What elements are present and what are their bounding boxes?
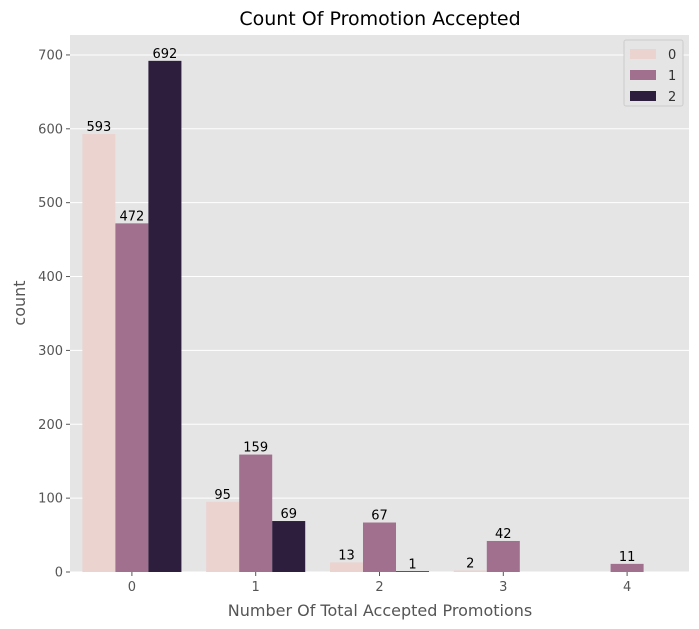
x-tick-label: 0 xyxy=(128,580,136,595)
legend: 0 1 2 xyxy=(623,39,684,107)
bar-value-label: 159 xyxy=(243,441,268,456)
bar-value-label: 13 xyxy=(338,548,355,563)
bar-value-label: 95 xyxy=(214,488,231,503)
x-axis-label: Number Of Total Accepted Promotions xyxy=(228,601,532,620)
bar-series-0-cat-1 xyxy=(206,501,240,572)
y-tick-label: 100 xyxy=(38,492,63,507)
bar-series-1-cat-2 xyxy=(362,522,397,572)
legend-swatch xyxy=(630,70,656,80)
bar-series-1-cat-0 xyxy=(115,223,149,572)
x-tick-label: 3 xyxy=(499,580,507,595)
bars xyxy=(82,60,644,573)
x-tick-label: 2 xyxy=(375,580,383,595)
bar-value-label: 692 xyxy=(152,47,177,62)
bar-series-1-cat-1 xyxy=(239,454,273,572)
bar-series-0-cat-0 xyxy=(82,133,116,572)
bar-series-1-cat-3 xyxy=(486,540,520,572)
y-tick-label: 600 xyxy=(38,122,63,137)
bar-value-label: 2 xyxy=(466,557,474,572)
x-axis-ticks: 0 1 2 3 4 xyxy=(128,572,631,595)
legend-label: 0 xyxy=(668,48,676,63)
legend-label: 1 xyxy=(668,69,676,84)
legend-swatch xyxy=(630,49,656,59)
y-tick-label: 500 xyxy=(38,196,63,211)
bar-series-0-cat-2 xyxy=(329,562,363,572)
x-tick-label: 4 xyxy=(623,580,631,595)
bar-value-label: 11 xyxy=(619,550,636,565)
bar-value-label: 472 xyxy=(119,209,144,224)
bar-value-label: 67 xyxy=(371,509,388,524)
bar-series-2-cat-1 xyxy=(272,521,306,572)
y-axis-label: count xyxy=(10,280,29,325)
bar-series-2-cat-0 xyxy=(148,60,182,573)
y-tick-label: 200 xyxy=(38,418,63,433)
y-tick-label: 300 xyxy=(38,344,63,359)
y-tick-label: 700 xyxy=(38,48,63,63)
bar-value-label: 593 xyxy=(86,120,111,135)
y-tick-label: 400 xyxy=(38,270,63,285)
legend-label: 2 xyxy=(668,90,676,105)
legend-swatch xyxy=(630,91,656,101)
bar-series-0-cat-3 xyxy=(453,570,487,572)
bar-value-label: 69 xyxy=(280,507,297,522)
bar-value-label: 42 xyxy=(495,527,512,542)
bar-series-2-cat-2 xyxy=(396,571,430,572)
y-axis-ticks: 0 100 200 300 400 500 600 700 xyxy=(38,48,70,581)
chart-title: Count Of Promotion Accepted xyxy=(239,8,520,30)
x-tick-label: 1 xyxy=(252,580,260,595)
y-tick-label: 0 xyxy=(55,566,63,581)
bar-series-1-cat-4 xyxy=(610,563,644,572)
data-labels: 593 472 692 95 159 69 13 67 1 2 42 11 xyxy=(86,47,635,572)
bar-value-label: 1 xyxy=(408,557,416,572)
